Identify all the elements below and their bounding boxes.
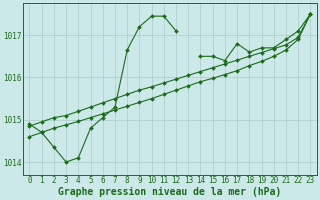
X-axis label: Graphe pression niveau de la mer (hPa): Graphe pression niveau de la mer (hPa)	[58, 186, 282, 197]
